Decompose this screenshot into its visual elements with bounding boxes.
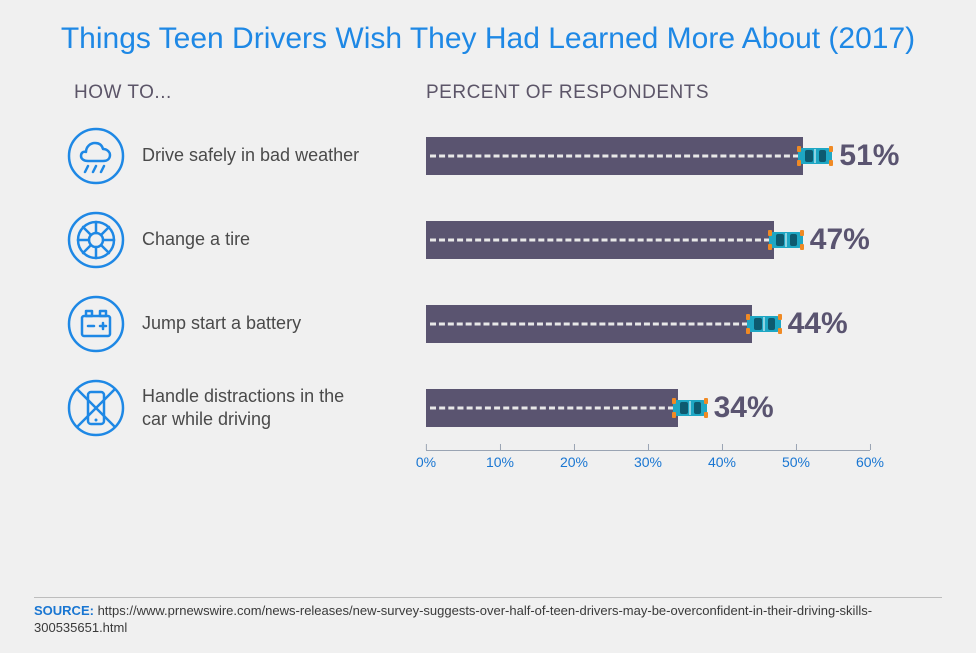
axis-tick-label: 30%	[634, 450, 662, 470]
car-icon	[746, 313, 782, 335]
respondents-header: PERCENT OF RESPONDENTS	[376, 82, 916, 104]
category-label: Change a tire	[142, 228, 250, 251]
source-citation: SOURCE: https://www.prnewswire.com/news-…	[34, 597, 942, 637]
category-list: Drive safely in bad weather Change a tir…	[16, 114, 376, 484]
x-axis: 0%10%20%30%40%50%60%	[426, 450, 916, 484]
bar-value: 51%	[833, 139, 899, 173]
bar-track: 47%	[426, 221, 870, 259]
bar-value: 34%	[708, 391, 774, 425]
road-dash	[430, 154, 799, 157]
tire-icon	[66, 210, 126, 270]
axis-tick: 50%	[782, 450, 810, 470]
axis-tick: 20%	[560, 450, 588, 470]
content-row: Drive safely in bad weather Change a tir…	[16, 110, 960, 484]
road-dash	[430, 238, 770, 241]
bar	[426, 389, 678, 427]
bar-track: 44%	[426, 305, 870, 343]
bar-row: 44%	[426, 282, 916, 366]
bar	[426, 305, 752, 343]
bar-value: 44%	[782, 307, 848, 341]
car-icon	[768, 229, 804, 251]
axis-tick: 10%	[486, 450, 514, 470]
axis-tick: 40%	[708, 450, 736, 470]
bar	[426, 137, 803, 175]
bar-chart: 51% 47% 44%	[426, 114, 916, 450]
bar-row: 34%	[426, 366, 916, 450]
bar-row: 51%	[426, 114, 916, 198]
phone-x-icon	[66, 378, 126, 438]
axis-tick: 30%	[634, 450, 662, 470]
car-icon	[672, 397, 708, 419]
column-headers: HOW TO... PERCENT OF RESPONDENTS	[16, 76, 960, 110]
source-text: https://www.prnewswire.com/news-releases…	[34, 603, 872, 636]
category-label: Drive safely in bad weather	[142, 144, 359, 167]
infographic-frame: Things Teen Drivers Wish They Had Learne…	[16, 10, 960, 639]
bar-value: 47%	[804, 223, 870, 257]
road-dash	[430, 322, 748, 325]
axis-tick-label: 0%	[416, 450, 436, 470]
category-item: Change a tire	[66, 198, 376, 282]
bar-track: 34%	[426, 389, 870, 427]
howto-header: HOW TO...	[16, 82, 376, 104]
category-label: Handle distractions in the car while dri…	[142, 385, 372, 430]
axis-tick-label: 40%	[708, 450, 736, 470]
axis-tick-label: 50%	[782, 450, 810, 470]
bar	[426, 221, 774, 259]
category-label: Jump start a battery	[142, 312, 301, 335]
car-icon	[797, 145, 833, 167]
axis-tick-label: 60%	[856, 450, 884, 470]
bar-row: 47%	[426, 198, 916, 282]
axis-tick: 60%	[856, 450, 884, 470]
battery-icon	[66, 294, 126, 354]
rain-icon	[66, 126, 126, 186]
source-label: SOURCE:	[34, 603, 94, 618]
bar-track: 51%	[426, 137, 870, 175]
chart-panel: 51% 47% 44%	[376, 114, 916, 484]
axis-tick-label: 20%	[560, 450, 588, 470]
category-item: Jump start a battery	[66, 282, 376, 366]
chart-title: Things Teen Drivers Wish They Had Learne…	[16, 10, 960, 76]
road-dash	[430, 406, 674, 409]
axis-tick: 0%	[416, 450, 436, 470]
category-item: Drive safely in bad weather	[66, 114, 376, 198]
axis-tick-label: 10%	[486, 450, 514, 470]
category-item: Handle distractions in the car while dri…	[66, 366, 376, 450]
